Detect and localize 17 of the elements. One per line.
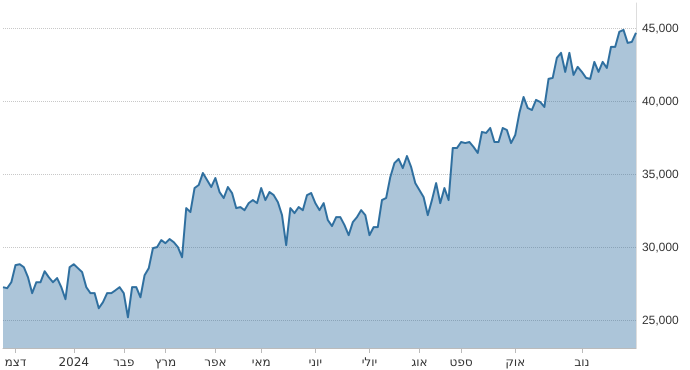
x-tick-label: אוג [411,355,428,369]
x-tick-label: מאי [252,355,271,369]
x-tick-label: מרץ [154,355,176,369]
y-tick-label: 40,000 [642,94,680,108]
y-tick-label: 30,000 [642,240,680,254]
y-tick-label: 25,000 [642,313,680,328]
x-tick-label: יולי [362,355,378,369]
y-tick-label: 35,000 [642,167,680,182]
x-tick-label: אפר [204,355,227,369]
x-tick-label: נוב [574,355,590,369]
x-tick-label: יוני [308,355,322,369]
x-tick-label: ספט [450,355,473,369]
x-tick-label: 2024 [58,355,90,369]
y-tick-label: 45,000 [642,20,680,35]
x-tick-label: פבר [113,355,134,369]
x-tick-label: דצמ [4,355,27,369]
x-tick-label: אוק [505,355,526,369]
